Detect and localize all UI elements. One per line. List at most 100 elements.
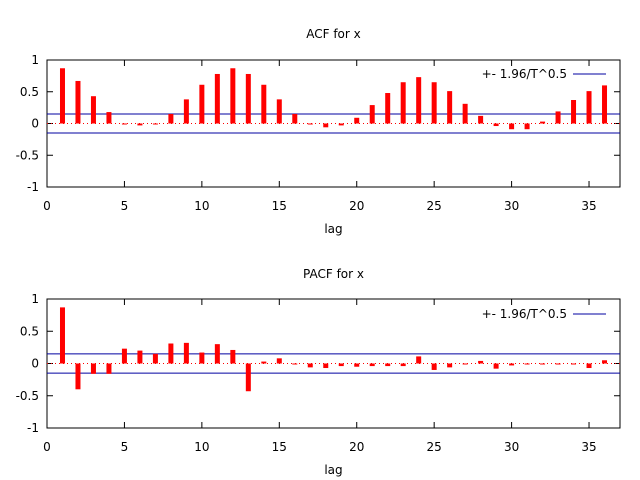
pacf-bar-lag-36 (602, 360, 608, 364)
pacf-bar-lag-29 (493, 363, 499, 369)
pacf-bar-lag-21 (369, 363, 375, 367)
acf-panel: ACF for x 1 0.5 0 -0.5 -1 0 5 10 15 20 25 30 35 +- 1.9… (16, 27, 621, 236)
pacf-bar-lag-35 (586, 363, 592, 369)
pacf-bar-lag-4 (106, 363, 112, 374)
pacf-xtick-label: 10 (194, 440, 209, 454)
pacf-ytick-label: 1 (31, 292, 39, 306)
acf-bar-lag-25 (431, 82, 437, 124)
pacf-bar-lag-26 (447, 363, 453, 368)
acf-bar-lag-22 (385, 93, 391, 124)
pacf-bar-lag-34 (571, 363, 577, 365)
acf-bar-lag-34 (571, 100, 577, 124)
acf-xtick-label: 0 (43, 199, 51, 213)
pacf-xtick-label: 0 (43, 440, 51, 454)
pacf-bar-lag-25 (431, 363, 437, 370)
pacf-xtick-label: 25 (427, 440, 442, 454)
pacf-bar-lag-20 (354, 363, 360, 367)
acf-bar-lag-19 (338, 123, 344, 126)
acf-bar-lag-17 (307, 123, 313, 125)
acf-xtick-label: 25 (427, 199, 442, 213)
acf-ytick-label: -1 (27, 180, 39, 194)
acf-bar-lag-5 (121, 123, 127, 125)
acf-xtick-label: 20 (349, 199, 364, 213)
pacf-xtick-label: 5 (121, 440, 129, 454)
pacf-bar-lag-31 (524, 363, 530, 365)
pacf-bar-lag-14 (261, 361, 267, 364)
acf-xtick-label: 30 (504, 199, 519, 213)
acf-bar-lag-23 (400, 82, 406, 124)
acf-bar-lag-33 (555, 111, 561, 124)
acf-ytick-label: -0.5 (16, 148, 39, 162)
pacf-panel: PACF for x 1 0.5 0 -0.5 -1 0 5 10 15 20 25 30 35 +- 1.… (16, 267, 621, 477)
pacf-ytick-label: 0.5 (20, 324, 39, 338)
acf-bar-lag-4 (106, 112, 112, 124)
pacf-bar-lag-8 (168, 343, 174, 364)
pacf-legend-label: +- 1.96/T^0.5 (482, 307, 567, 321)
acf-bar-lag-9 (183, 99, 189, 124)
pacf-bar-lag-1 (59, 307, 65, 364)
pacf-bar-lag-22 (385, 363, 391, 367)
pacf-bar-lag-3 (90, 363, 96, 374)
pacf-bar-lag-9 (183, 342, 189, 364)
pacf-bar-lag-13 (245, 363, 251, 392)
acf-ytick-label: 0.5 (20, 85, 39, 99)
acf-bar-lag-6 (137, 123, 143, 126)
acf-xtick-label: 15 (272, 199, 287, 213)
acf-bar-lag-35 (586, 91, 592, 124)
pacf-bar-lag-6 (137, 350, 143, 364)
acf-bar-lag-15 (276, 99, 282, 124)
acf-bar-lag-26 (447, 91, 453, 124)
pacf-bar-lag-32 (540, 363, 546, 365)
pacf-bar-lag-11 (214, 344, 220, 364)
pacf-bar-lag-28 (478, 360, 484, 364)
pacf-ytick-label: 0 (31, 357, 39, 371)
acf-bar-lag-7 (152, 123, 158, 125)
pacf-xtick-label: 15 (272, 440, 287, 454)
acf-ytick-label: 0 (31, 117, 39, 131)
pacf-bar-lag-19 (338, 363, 344, 367)
acf-bar-lag-20 (354, 117, 360, 124)
acf-legend-label: +- 1.96/T^0.5 (482, 67, 567, 81)
pacf-xtick-label: 20 (349, 440, 364, 454)
acf-bar-lag-12 (230, 68, 236, 124)
pacf-xlabel: lag (324, 463, 342, 477)
pacf-bar-lag-24 (416, 356, 422, 364)
pacf-bar-lag-16 (292, 363, 298, 365)
pacf-bar-lag-12 (230, 349, 236, 364)
pacf-bar-lag-7 (152, 353, 158, 364)
acf-bar-lag-16 (292, 113, 298, 124)
acf-bar-lag-30 (509, 123, 515, 130)
acf-bar-lag-3 (90, 96, 96, 124)
pacf-bar-lag-15 (276, 358, 282, 364)
pacf-xtick-label: 30 (504, 440, 519, 454)
pacf-bar-lag-10 (199, 352, 205, 364)
acf-ytick-label: 1 (31, 53, 39, 67)
acf-bar-lag-18 (323, 123, 329, 128)
acf-bar-lag-2 (75, 80, 81, 124)
acf-xtick-label: 10 (194, 199, 209, 213)
acf-xlabel: lag (324, 222, 342, 236)
pacf-bar-lag-2 (75, 363, 81, 390)
acf-title: ACF for x (306, 27, 361, 41)
acf-bar-lag-8 (168, 113, 174, 124)
pacf-bar-lag-5 (121, 348, 127, 364)
pacf-xtick-label: 35 (581, 440, 596, 454)
acf-bar-lag-27 (462, 103, 468, 124)
acf-bar-lag-28 (478, 115, 484, 124)
acf-bar-lag-36 (602, 85, 608, 124)
acf-bar-lag-21 (369, 105, 375, 124)
pacf-bar-lag-30 (509, 363, 515, 366)
acf-xtick-label: 35 (581, 199, 596, 213)
acf-bar-lag-10 (199, 84, 205, 124)
acf-bar-lag-1 (59, 68, 65, 124)
pacf-ytick-label: -0.5 (16, 389, 39, 403)
acf-bar-lag-29 (493, 123, 499, 127)
pacf-title: PACF for x (303, 267, 364, 281)
acf-bar-lag-32 (540, 121, 546, 124)
acf-xtick-label: 5 (121, 199, 129, 213)
pacf-bar-lag-23 (400, 363, 406, 367)
acf-bar-lag-13 (245, 73, 251, 124)
pacf-bar-lag-18 (323, 363, 329, 369)
pacf-ytick-label: -1 (27, 421, 39, 435)
